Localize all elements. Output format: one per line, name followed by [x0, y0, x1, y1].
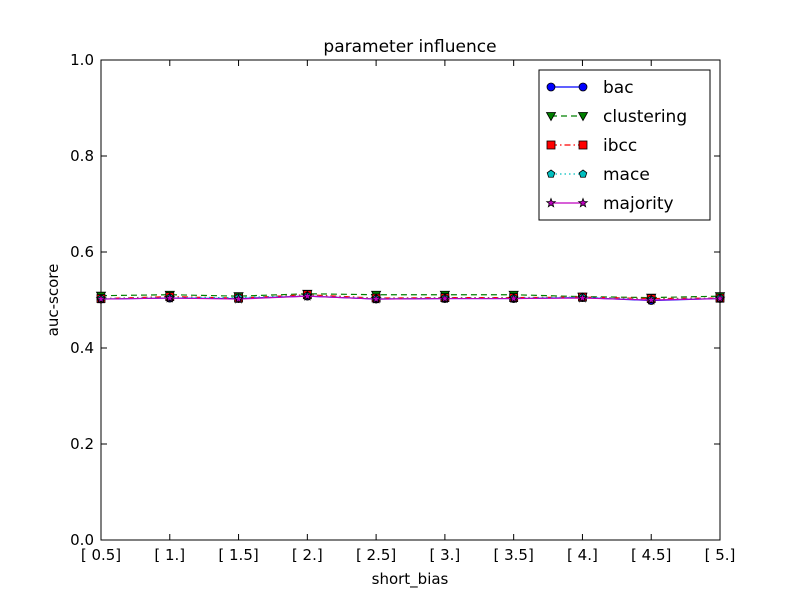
data-point-majority: [164, 292, 176, 303]
x-tick-label: [ 0.5]: [81, 546, 121, 564]
legend-entry-clustering: clustering: [545, 107, 687, 127]
y-tick-label: 0.4: [70, 339, 94, 357]
legend-entry-majority: majority: [545, 194, 674, 214]
x-tick-label: [ 3.]: [429, 546, 460, 564]
x-tick-label: [ 2.5]: [356, 546, 396, 564]
x-axis-label: short_bias: [372, 570, 449, 589]
data-point-majority: [645, 294, 657, 305]
chart-title: parameter influence: [323, 37, 496, 57]
series-ibcc: [96, 290, 725, 303]
legend-marker: [546, 82, 556, 92]
data-point-majority: [233, 293, 244, 304]
legend-marker: [577, 112, 589, 122]
legend-marker: [578, 82, 588, 92]
legend-marker: [546, 140, 556, 150]
y-axis-label: auc-score: [44, 264, 62, 337]
data-point-majority: [439, 292, 451, 304]
plot-area: 0.0 0.2 0.4 0.6 0.8 1.0 [ 0.5] [ 1.] [ 1.5] [ 2.]…: [70, 51, 735, 564]
series-mace: [96, 291, 725, 304]
x-tick-label: [ 1.]: [154, 546, 185, 564]
x-tick-label: [ 2.]: [292, 546, 323, 564]
y-tick-label: 0.0: [70, 531, 94, 549]
legend-entry-bac: bac: [546, 78, 634, 98]
series-line-majority: [100, 295, 721, 301]
series-line-ibcc: [100, 294, 721, 300]
data-point-majority: [95, 293, 107, 304]
series-clustering: [95, 289, 726, 303]
x-tick-label: [ 1.5]: [218, 546, 258, 564]
series-majority: [95, 290, 726, 305]
y-tick-label: 0.8: [70, 147, 94, 165]
series-line-clustering: [100, 293, 721, 299]
data-point-majority: [508, 292, 520, 304]
legend-marker: [578, 140, 588, 150]
legend-entry-ibcc: ibcc: [546, 136, 637, 156]
legend-label: ibcc: [603, 136, 637, 156]
data-point-majority: [301, 290, 313, 301]
legend-label: bac: [603, 78, 634, 98]
x-tick-label: [ 4.]: [567, 546, 598, 564]
legend-entry-mace: mace: [546, 165, 650, 185]
legend-marker: [577, 197, 589, 208]
legend-marker: [545, 112, 557, 122]
legend-label: majority: [603, 194, 674, 214]
x-tick-label: [ 3.5]: [494, 546, 534, 564]
x-tick-label: [ 5.]: [705, 546, 736, 564]
data-point-majority: [370, 293, 382, 304]
legend-label: mace: [603, 165, 650, 185]
legend-marker: [545, 197, 557, 208]
y-tick-label: 1.0: [70, 51, 94, 69]
data-point-majority: [577, 292, 588, 303]
legend-label: clustering: [603, 107, 687, 127]
data-point-majority: [714, 292, 726, 304]
y-tick-label: 0.6: [70, 243, 94, 261]
legend-marker: [578, 169, 588, 178]
y-tick-label: 0.2: [70, 435, 94, 453]
x-tick-label: [ 4.5]: [631, 546, 671, 564]
legend: bac clustering ibcc mace majority: [538, 69, 711, 221]
legend-marker: [546, 169, 556, 178]
